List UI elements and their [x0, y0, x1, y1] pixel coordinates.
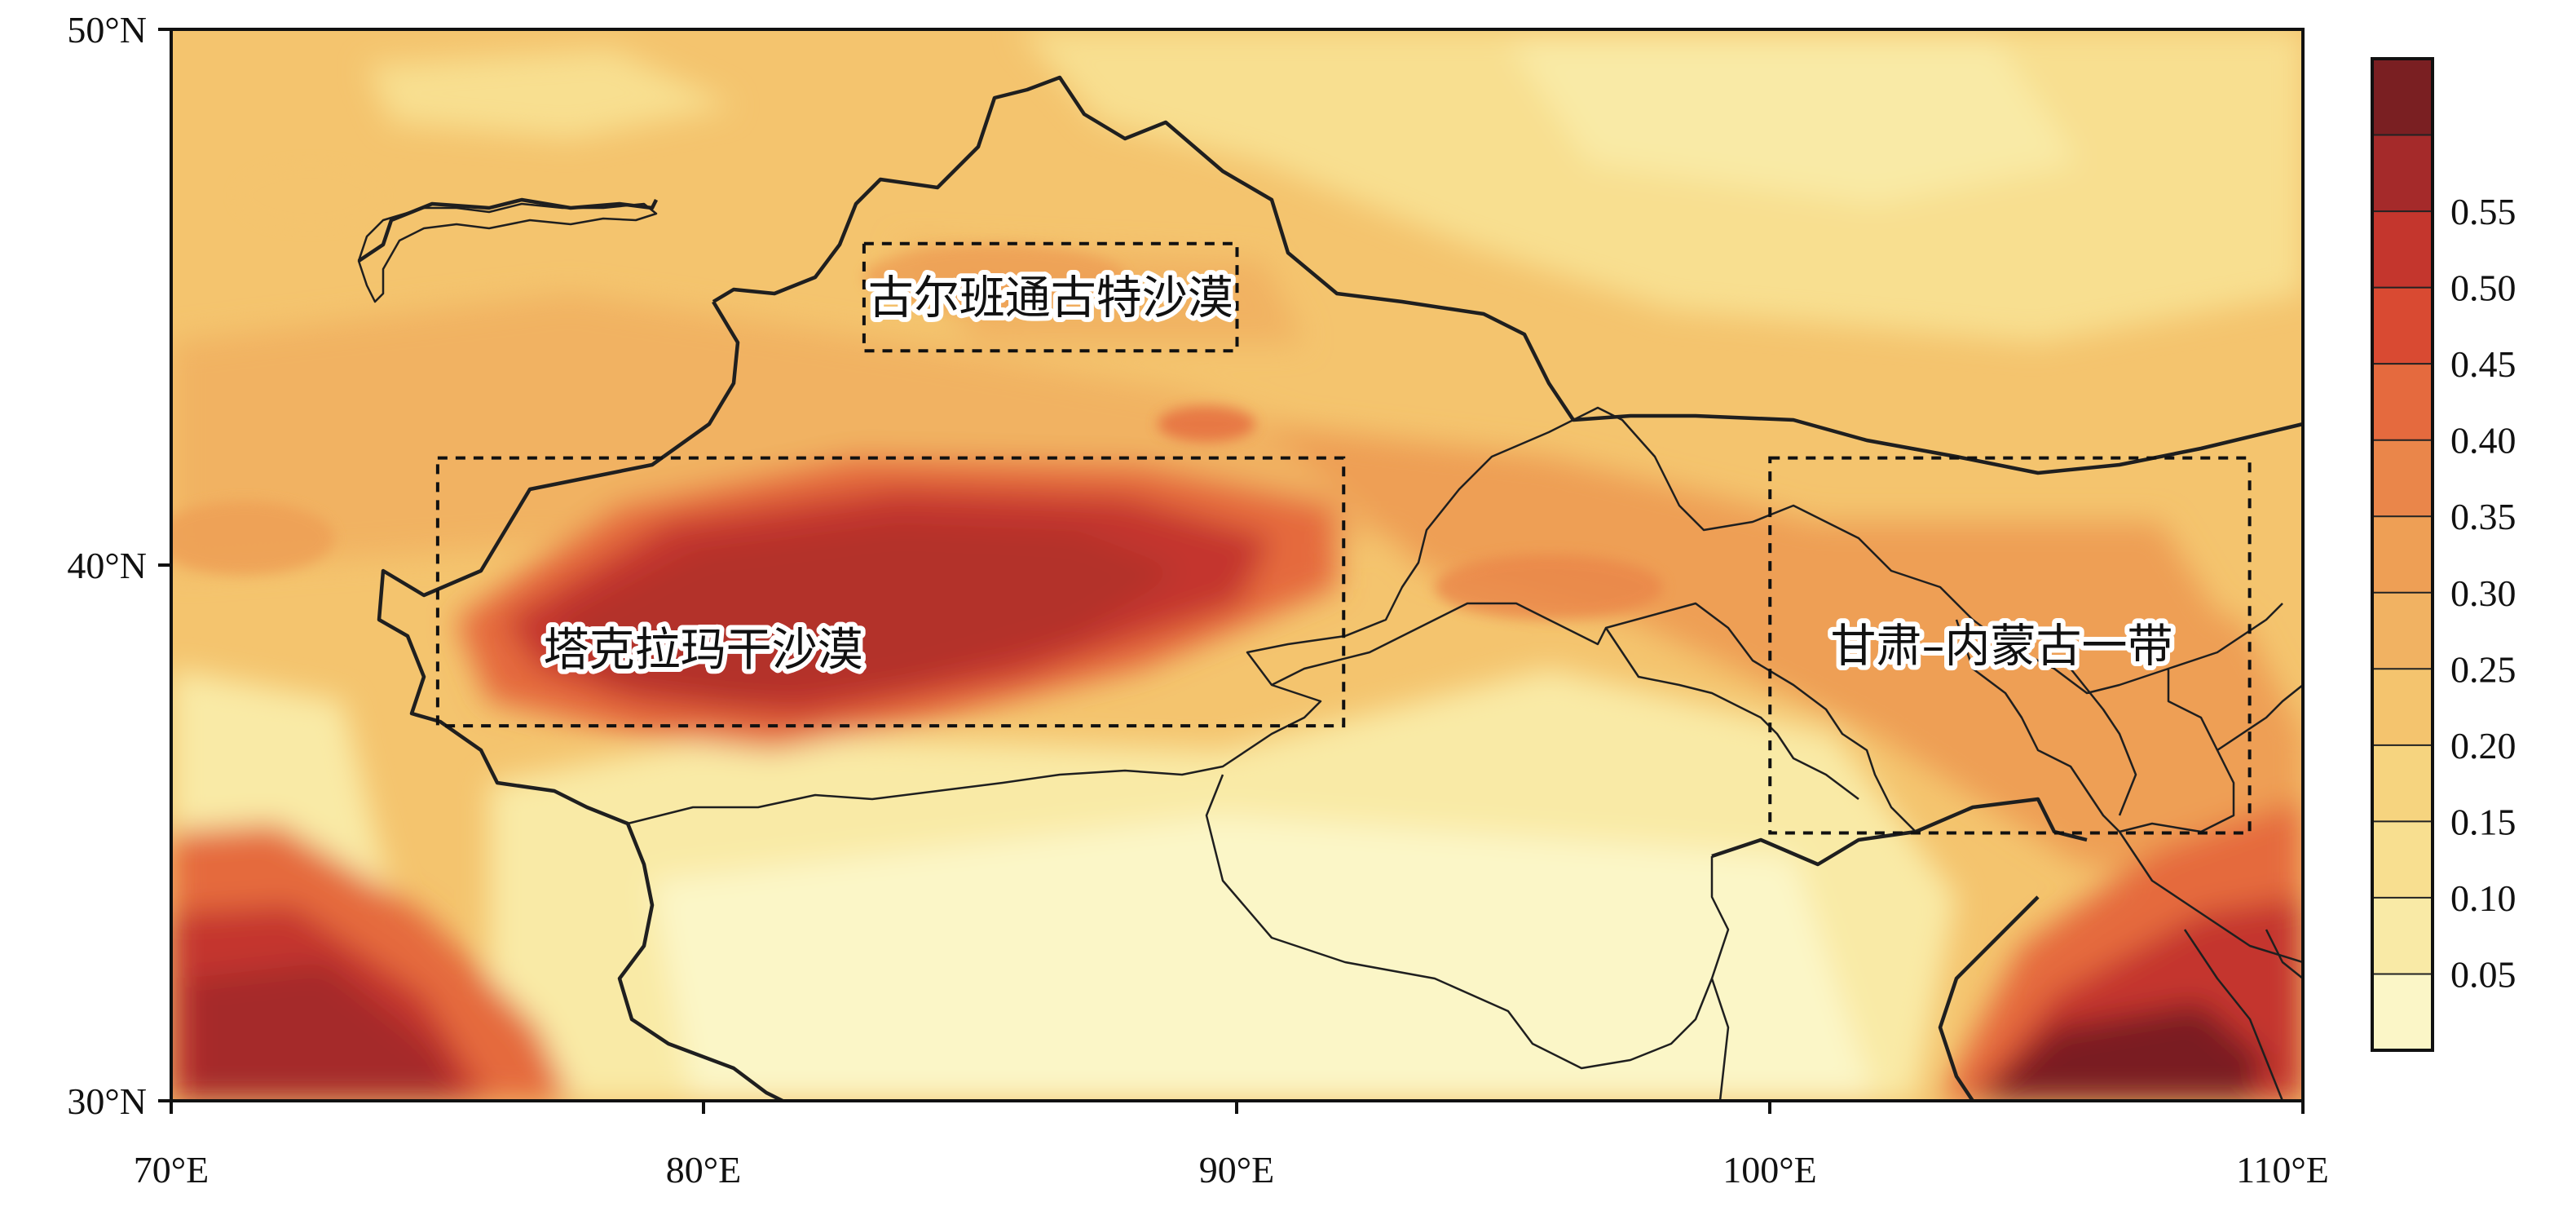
colorbar-segment	[2372, 516, 2433, 594]
x-tick-label: 90°E	[1199, 1149, 1275, 1191]
region-box	[1768, 456, 2252, 835]
colorbar-label: 0.05	[2450, 953, 2516, 995]
colorbar-segment	[2372, 287, 2433, 364]
colorbar-segment	[2372, 364, 2433, 441]
region-label: 古尔班通古特沙漠	[868, 272, 1233, 325]
colorbar-label: 0.35	[2450, 496, 2516, 537]
colorbar-label: 0.55	[2450, 191, 2516, 232]
colorbar-segment	[2372, 211, 2433, 289]
lake-outline	[357, 202, 658, 303]
colorbar-segment	[2372, 135, 2433, 212]
x-tick-label: 100°E	[1722, 1149, 1817, 1191]
y-tick-label: 40°N	[67, 545, 147, 586]
colorbar-segment	[2372, 974, 2433, 1051]
colorbar-label: 0.10	[2450, 877, 2516, 919]
colorbar-label: 0.50	[2450, 267, 2516, 309]
x-tick-label: 70°E	[134, 1149, 210, 1191]
colorbar-frame	[2371, 57, 2434, 1052]
region-box	[862, 241, 1239, 353]
region-label: 甘肃–内蒙古一带	[1830, 621, 2172, 674]
colorbar-label: 0.25	[2450, 648, 2516, 690]
colorbar-label: 0.15	[2450, 801, 2516, 842]
colorbar-segment	[2372, 592, 2433, 669]
colorbar-label: 0.20	[2450, 725, 2516, 766]
colorbar-segment	[2372, 669, 2433, 746]
colorbar: 0.55 0.50 0.45 0.40 0.35 0.30 0.25 0.20 0.15 0.10…	[2371, 57, 2516, 1052]
region-label: 塔克拉玛干沙漠	[544, 624, 863, 677]
colorbar-segment	[2372, 821, 2433, 899]
colorbar-segment	[2372, 744, 2433, 822]
colorbar-segment	[2372, 440, 2433, 517]
shaded-field	[171, 29, 2303, 1101]
colorbar-label: 0.45	[2450, 343, 2516, 385]
country-border	[357, 75, 2303, 1101]
region-box	[435, 456, 1346, 728]
y-tick-label: 30°N	[67, 1080, 147, 1122]
boundary-lines	[357, 75, 2303, 1101]
colorbar-label: 0.30	[2450, 572, 2516, 614]
colorbar-label: 0.40	[2450, 420, 2516, 462]
x-tick-label: 80°E	[666, 1149, 742, 1191]
colorbar-segment	[2372, 59, 2433, 136]
y-tick-label: 50°N	[67, 9, 147, 51]
colorbar-segment	[2372, 897, 2433, 974]
province-border	[627, 406, 2303, 1101]
x-tick-label: 110°E	[2236, 1149, 2329, 1191]
axis-ticks	[158, 28, 2305, 1114]
